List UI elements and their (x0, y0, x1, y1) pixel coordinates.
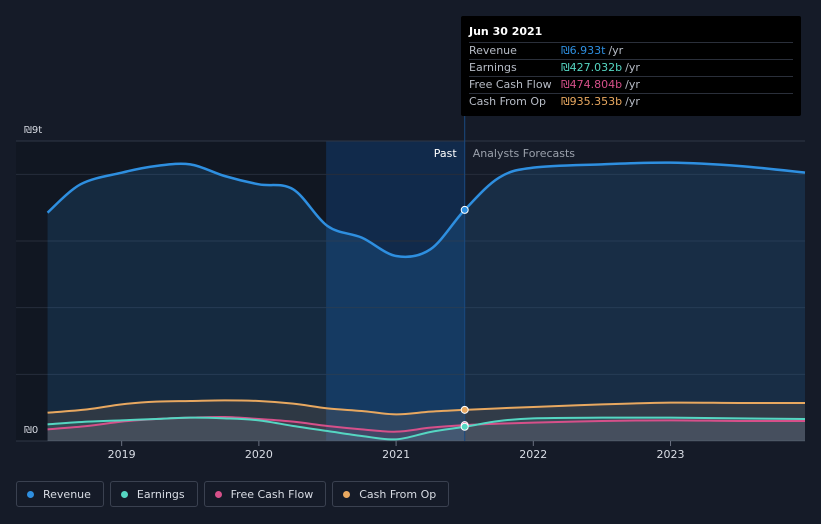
legend-item-free-cash-flow[interactable]: Free Cash Flow (203, 481, 327, 507)
legend-item-cash-from-op[interactable]: Cash From Op (332, 481, 450, 507)
legend-label: Cash From Op (359, 487, 437, 501)
tooltip-row-value: ₪6.933t (561, 44, 606, 57)
tooltip-row-value: ₪427.032b (561, 61, 623, 74)
forecast-label: Analysts Forecasts (473, 147, 576, 160)
earnings-line (47, 416, 806, 441)
legend-dot-icon (343, 490, 351, 498)
revenue-line (46, 161, 806, 259)
x-tick-label: 2023 (657, 448, 685, 461)
y-axis-top-label: ₪9t (24, 125, 42, 136)
tooltip-row-label: Revenue (469, 44, 517, 57)
highlight-band (326, 141, 465, 441)
x-tick-label: 2022 (519, 448, 547, 461)
legend-item-earnings[interactable]: Earnings (109, 481, 198, 507)
y-axis-bottom-label: ₪0 (24, 425, 38, 436)
legend-label: Revenue (43, 487, 91, 501)
tooltip-row-unit: /yr (608, 44, 624, 57)
legend-label: Earnings (136, 487, 185, 501)
tooltip-row-value: ₪935.353b (561, 95, 623, 108)
tooltip-row-label: Earnings (469, 61, 517, 74)
legend-label: Free Cash Flow (230, 487, 314, 501)
gridlines (16, 140, 805, 442)
tooltip-row-unit: /yr (625, 61, 640, 74)
tooltip-row-label: Free Cash Flow (469, 78, 552, 91)
x-tick-label: 2021 (382, 448, 410, 461)
tooltip-row: Free Cash Flow ₪474.804b/yr (469, 77, 793, 94)
revenue-marker (460, 205, 469, 214)
legend-dot-icon (214, 490, 222, 498)
x-tick-label: 2020 (245, 448, 273, 461)
x-tick-label: 2019 (108, 448, 136, 461)
tooltip-rows: Revenue ₪6.933t/yr Earnings ₪427.032b/yr Fre… (469, 43, 793, 110)
tooltip-date: Jun 30 2021 (469, 24, 793, 43)
earnings-area (47, 417, 806, 441)
series-lines (46, 161, 806, 441)
x-axis: 2019 2020 2021 2022 2023 (108, 441, 685, 461)
chart: 2019 2020 2021 2022 2023 ₪9t ₪0 Past Analyst… (16, 116, 806, 461)
cash-from-op-marker (460, 405, 469, 414)
past-label: Past (434, 147, 458, 160)
cash-from-op-line (47, 399, 806, 416)
revenue-area (47, 162, 806, 441)
legend-item-revenue[interactable]: Revenue (16, 481, 104, 507)
legend-dot-icon (120, 490, 128, 498)
cash-from-op-area (47, 400, 806, 441)
tooltip-row-unit: /yr (625, 78, 640, 91)
tooltip-row: Earnings ₪427.032b/yr (469, 60, 793, 77)
earnings-marker (460, 422, 469, 431)
hover-markers (460, 205, 469, 431)
tooltip-row-unit: /yr (625, 95, 640, 108)
legend: Revenue Earnings Free Cash Flow Cash From O… (16, 481, 450, 507)
legend-dot-icon (27, 490, 34, 498)
tooltip-row-label: Cash From Op (469, 95, 547, 108)
tooltip-row: Cash From Op ₪935.353b/yr (469, 94, 793, 110)
tooltip-row-value: ₪474.804b (561, 78, 623, 91)
tooltip-row: Revenue ₪6.933t/yr (469, 43, 793, 60)
tooltip: Jun 30 2021 Revenue ₪6.933t/yr Earnings ₪42… (461, 16, 801, 116)
